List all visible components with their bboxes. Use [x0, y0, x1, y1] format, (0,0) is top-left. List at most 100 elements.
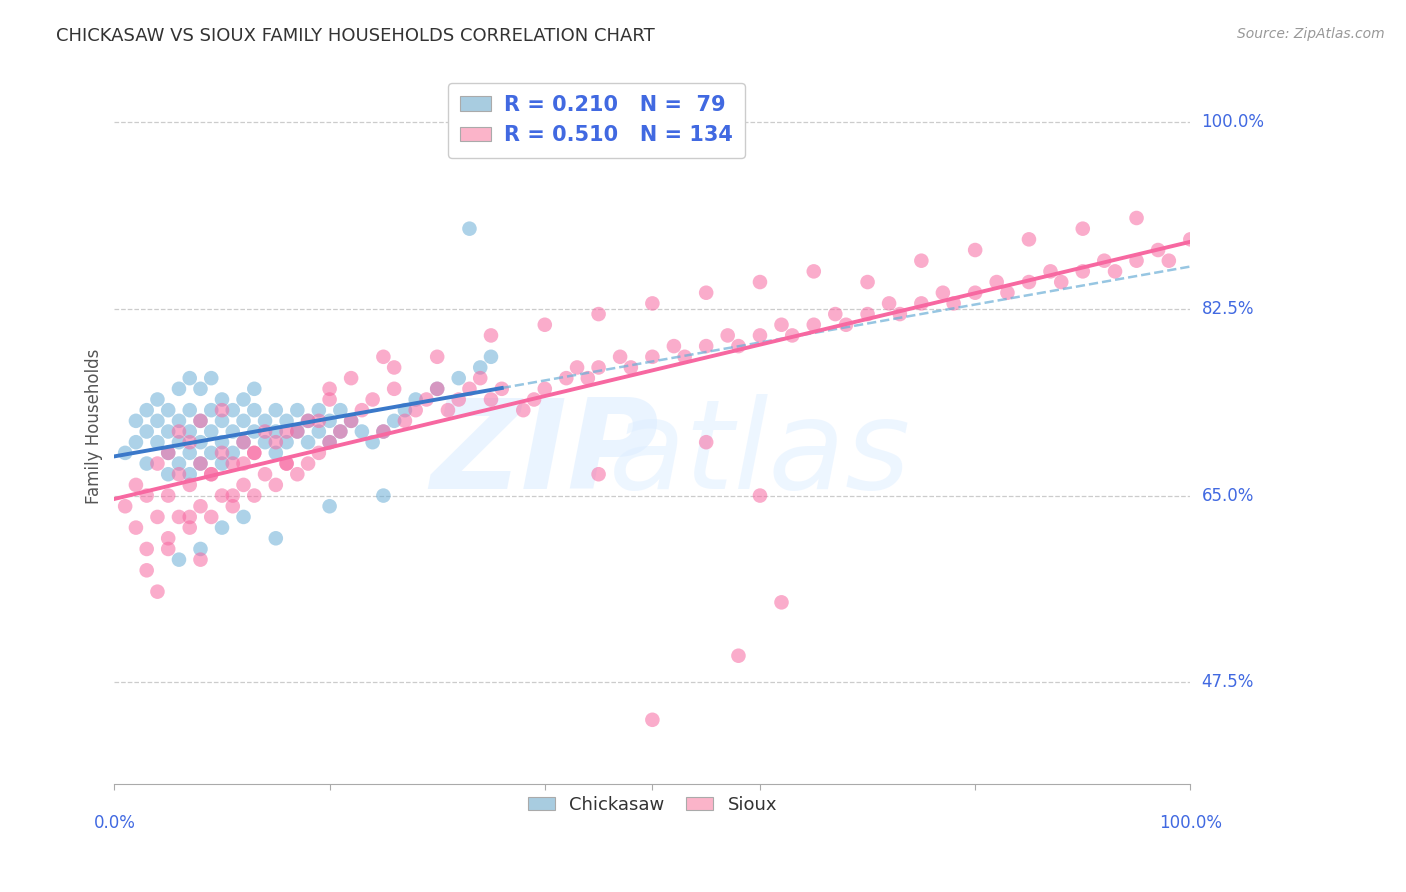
Point [190, 500, 212, 514]
Point [211, 414, 233, 428]
Point [200, 371, 222, 385]
Point [157, 467, 180, 482]
Point [264, 425, 287, 439]
Point [373, 350, 395, 364]
Point [222, 425, 245, 439]
Point [146, 435, 169, 450]
Point [373, 425, 395, 439]
Point [932, 285, 955, 300]
Point [1071, 264, 1094, 278]
Point [458, 221, 481, 235]
Point [350, 403, 373, 417]
Point [200, 510, 222, 524]
Point [125, 435, 148, 450]
Point [308, 446, 330, 460]
Text: atlas: atlas [609, 394, 911, 516]
Point [997, 285, 1019, 300]
Point [146, 457, 169, 471]
Point [856, 275, 879, 289]
Point [135, 425, 157, 439]
Point [555, 371, 578, 385]
Point [146, 584, 169, 599]
Point [264, 403, 287, 417]
Legend: Chickasaw, Sioux: Chickasaw, Sioux [520, 789, 785, 822]
Point [200, 425, 222, 439]
Text: 100.0%: 100.0% [1159, 814, 1222, 832]
Point [470, 371, 492, 385]
Point [264, 435, 287, 450]
Point [276, 457, 298, 471]
Point [179, 478, 201, 492]
Point [308, 414, 330, 428]
Point [447, 392, 470, 407]
Point [157, 403, 180, 417]
Point [190, 382, 212, 396]
Point [190, 457, 212, 471]
Point [243, 382, 266, 396]
Point [297, 457, 319, 471]
Point [405, 392, 427, 407]
Point [588, 307, 610, 321]
Point [340, 414, 363, 428]
Point [512, 403, 534, 417]
Point [533, 318, 555, 332]
Point [146, 414, 169, 428]
Point [179, 467, 201, 482]
Point [318, 414, 340, 428]
Point [232, 414, 254, 428]
Point [254, 414, 277, 428]
Point [458, 382, 481, 396]
Point [340, 371, 363, 385]
Point [254, 435, 277, 450]
Point [965, 243, 987, 257]
Point [232, 435, 254, 450]
Point [373, 425, 395, 439]
Point [641, 713, 664, 727]
Point [125, 414, 148, 428]
Point [232, 510, 254, 524]
Point [662, 339, 685, 353]
Point [329, 425, 352, 439]
Point [576, 371, 599, 385]
Point [254, 467, 277, 482]
Point [382, 414, 405, 428]
Point [361, 392, 384, 407]
Point [222, 457, 245, 471]
Point [157, 489, 180, 503]
Point [276, 457, 298, 471]
Point [910, 296, 932, 310]
Point [1125, 211, 1147, 225]
Point [297, 414, 319, 428]
Point [727, 648, 749, 663]
Point [190, 552, 212, 566]
Point [190, 541, 212, 556]
Text: 82.5%: 82.5% [1202, 300, 1254, 318]
Point [1039, 264, 1062, 278]
Point [340, 414, 363, 428]
Point [167, 457, 190, 471]
Point [717, 328, 740, 343]
Point [179, 403, 201, 417]
Point [135, 457, 157, 471]
Point [157, 425, 180, 439]
Point [318, 435, 340, 450]
Point [179, 520, 201, 534]
Point [361, 435, 384, 450]
Point [405, 403, 427, 417]
Point [523, 392, 546, 407]
Point [232, 478, 254, 492]
Point [749, 489, 772, 503]
Point [749, 328, 772, 343]
Point [190, 435, 212, 450]
Point [382, 360, 405, 375]
Point [190, 457, 212, 471]
Point [620, 360, 643, 375]
Point [835, 318, 858, 332]
Point [243, 489, 266, 503]
Point [243, 446, 266, 460]
Point [114, 500, 136, 514]
Point [394, 403, 416, 417]
Point [382, 382, 405, 396]
Point [243, 425, 266, 439]
Point [179, 371, 201, 385]
